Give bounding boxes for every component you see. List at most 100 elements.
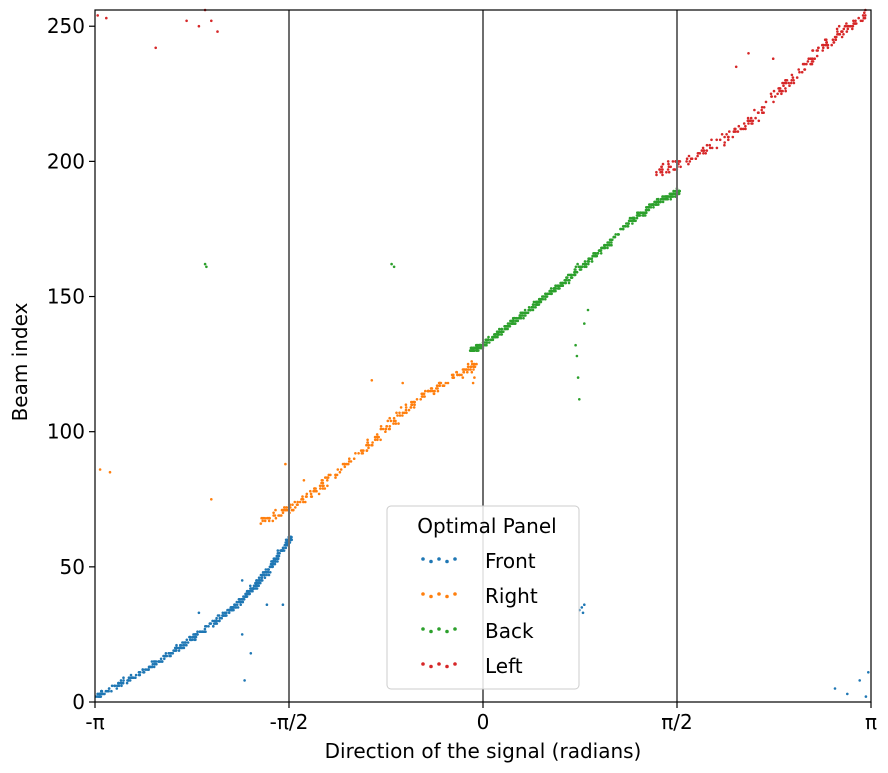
data-point xyxy=(779,89,783,93)
y-tick-label: 50 xyxy=(60,555,85,579)
data-point xyxy=(761,111,764,114)
data-point xyxy=(606,246,609,250)
series-right xyxy=(98,360,478,525)
data-point xyxy=(678,160,682,163)
data-point xyxy=(710,146,714,150)
outlier-point xyxy=(771,57,775,60)
data-point xyxy=(205,625,208,628)
data-point xyxy=(742,127,745,131)
data-point xyxy=(720,133,724,136)
data-point xyxy=(475,349,478,352)
legend-marker xyxy=(421,592,425,596)
outlier-point xyxy=(210,19,213,23)
data-point xyxy=(660,165,663,169)
data-point xyxy=(861,14,865,17)
data-point xyxy=(451,376,454,379)
data-point xyxy=(825,38,828,41)
data-point xyxy=(470,370,474,374)
data-point xyxy=(148,665,151,669)
outlier-point xyxy=(581,611,585,615)
data-point xyxy=(272,511,275,515)
data-point xyxy=(255,584,258,588)
data-point xyxy=(742,122,746,125)
data-point xyxy=(776,92,779,96)
data-point xyxy=(463,368,467,371)
data-point xyxy=(685,157,689,160)
data-point xyxy=(96,692,100,696)
data-point xyxy=(404,408,408,412)
data-point xyxy=(614,233,617,236)
data-point xyxy=(650,203,654,206)
data-point xyxy=(554,284,557,288)
data-point xyxy=(267,573,271,577)
data-point xyxy=(491,335,494,339)
outlier-point xyxy=(284,462,287,466)
data-point xyxy=(605,243,609,247)
data-point xyxy=(826,46,830,50)
data-point xyxy=(549,287,553,290)
data-point xyxy=(685,160,688,163)
outlier-point xyxy=(243,679,246,682)
data-point xyxy=(670,195,673,198)
data-point xyxy=(826,43,830,47)
data-point xyxy=(821,43,824,47)
data-point xyxy=(667,162,670,166)
outlier-point xyxy=(96,14,99,17)
data-point xyxy=(825,41,828,44)
data-point xyxy=(715,146,719,150)
data-point xyxy=(370,443,373,447)
data-point xyxy=(261,519,265,523)
data-point xyxy=(544,292,547,296)
data-point xyxy=(119,679,123,682)
data-point xyxy=(204,630,207,633)
data-point xyxy=(488,341,491,344)
data-point xyxy=(137,673,141,677)
data-point xyxy=(285,506,288,509)
data-point xyxy=(274,560,278,563)
legend-label: Left xyxy=(485,654,523,678)
data-point xyxy=(666,197,669,201)
data-point xyxy=(281,511,285,515)
data-point xyxy=(275,554,279,558)
data-point xyxy=(788,84,791,87)
data-point xyxy=(570,273,574,277)
data-point xyxy=(708,146,712,150)
data-point xyxy=(780,92,783,96)
legend-marker xyxy=(429,629,433,634)
data-point xyxy=(192,635,196,639)
data-point xyxy=(398,414,402,417)
data-point xyxy=(845,22,848,25)
legend-label: Front xyxy=(485,549,536,573)
data-point xyxy=(159,657,163,661)
data-point xyxy=(257,581,261,585)
data-point xyxy=(813,57,816,60)
data-point xyxy=(661,195,664,198)
data-point xyxy=(121,681,125,685)
data-point xyxy=(154,660,158,663)
data-point xyxy=(511,316,515,320)
data-point xyxy=(723,141,726,144)
data-point xyxy=(218,619,221,623)
data-point xyxy=(648,206,651,209)
data-point xyxy=(371,441,374,444)
data-point xyxy=(590,260,594,263)
data-point xyxy=(399,406,403,409)
data-point xyxy=(810,62,814,66)
legend-marker xyxy=(421,557,425,561)
data-point xyxy=(608,241,611,244)
data-point xyxy=(566,276,569,279)
data-point xyxy=(677,192,681,196)
data-point xyxy=(669,197,672,201)
data-point xyxy=(310,495,314,498)
data-point xyxy=(384,427,388,431)
data-point xyxy=(348,457,351,461)
data-point xyxy=(667,170,671,174)
data-point xyxy=(261,573,265,577)
data-point xyxy=(850,24,854,28)
data-point xyxy=(585,265,588,269)
data-point xyxy=(725,133,728,136)
data-point xyxy=(122,676,125,679)
data-point xyxy=(635,214,639,217)
data-point xyxy=(527,308,530,312)
data-point xyxy=(193,633,197,636)
